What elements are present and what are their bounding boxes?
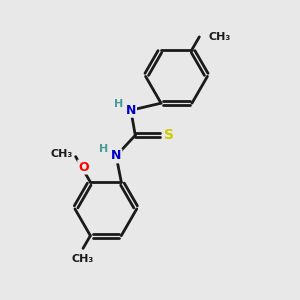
Text: H: H	[99, 144, 108, 154]
Text: N: N	[126, 104, 136, 117]
Text: H: H	[114, 99, 123, 109]
Text: CH₃: CH₃	[208, 32, 230, 42]
Text: CH₃: CH₃	[50, 149, 73, 159]
Text: CH₃: CH₃	[72, 254, 94, 264]
Text: N: N	[111, 149, 121, 162]
Text: O: O	[78, 160, 89, 173]
Text: S: S	[164, 128, 174, 142]
